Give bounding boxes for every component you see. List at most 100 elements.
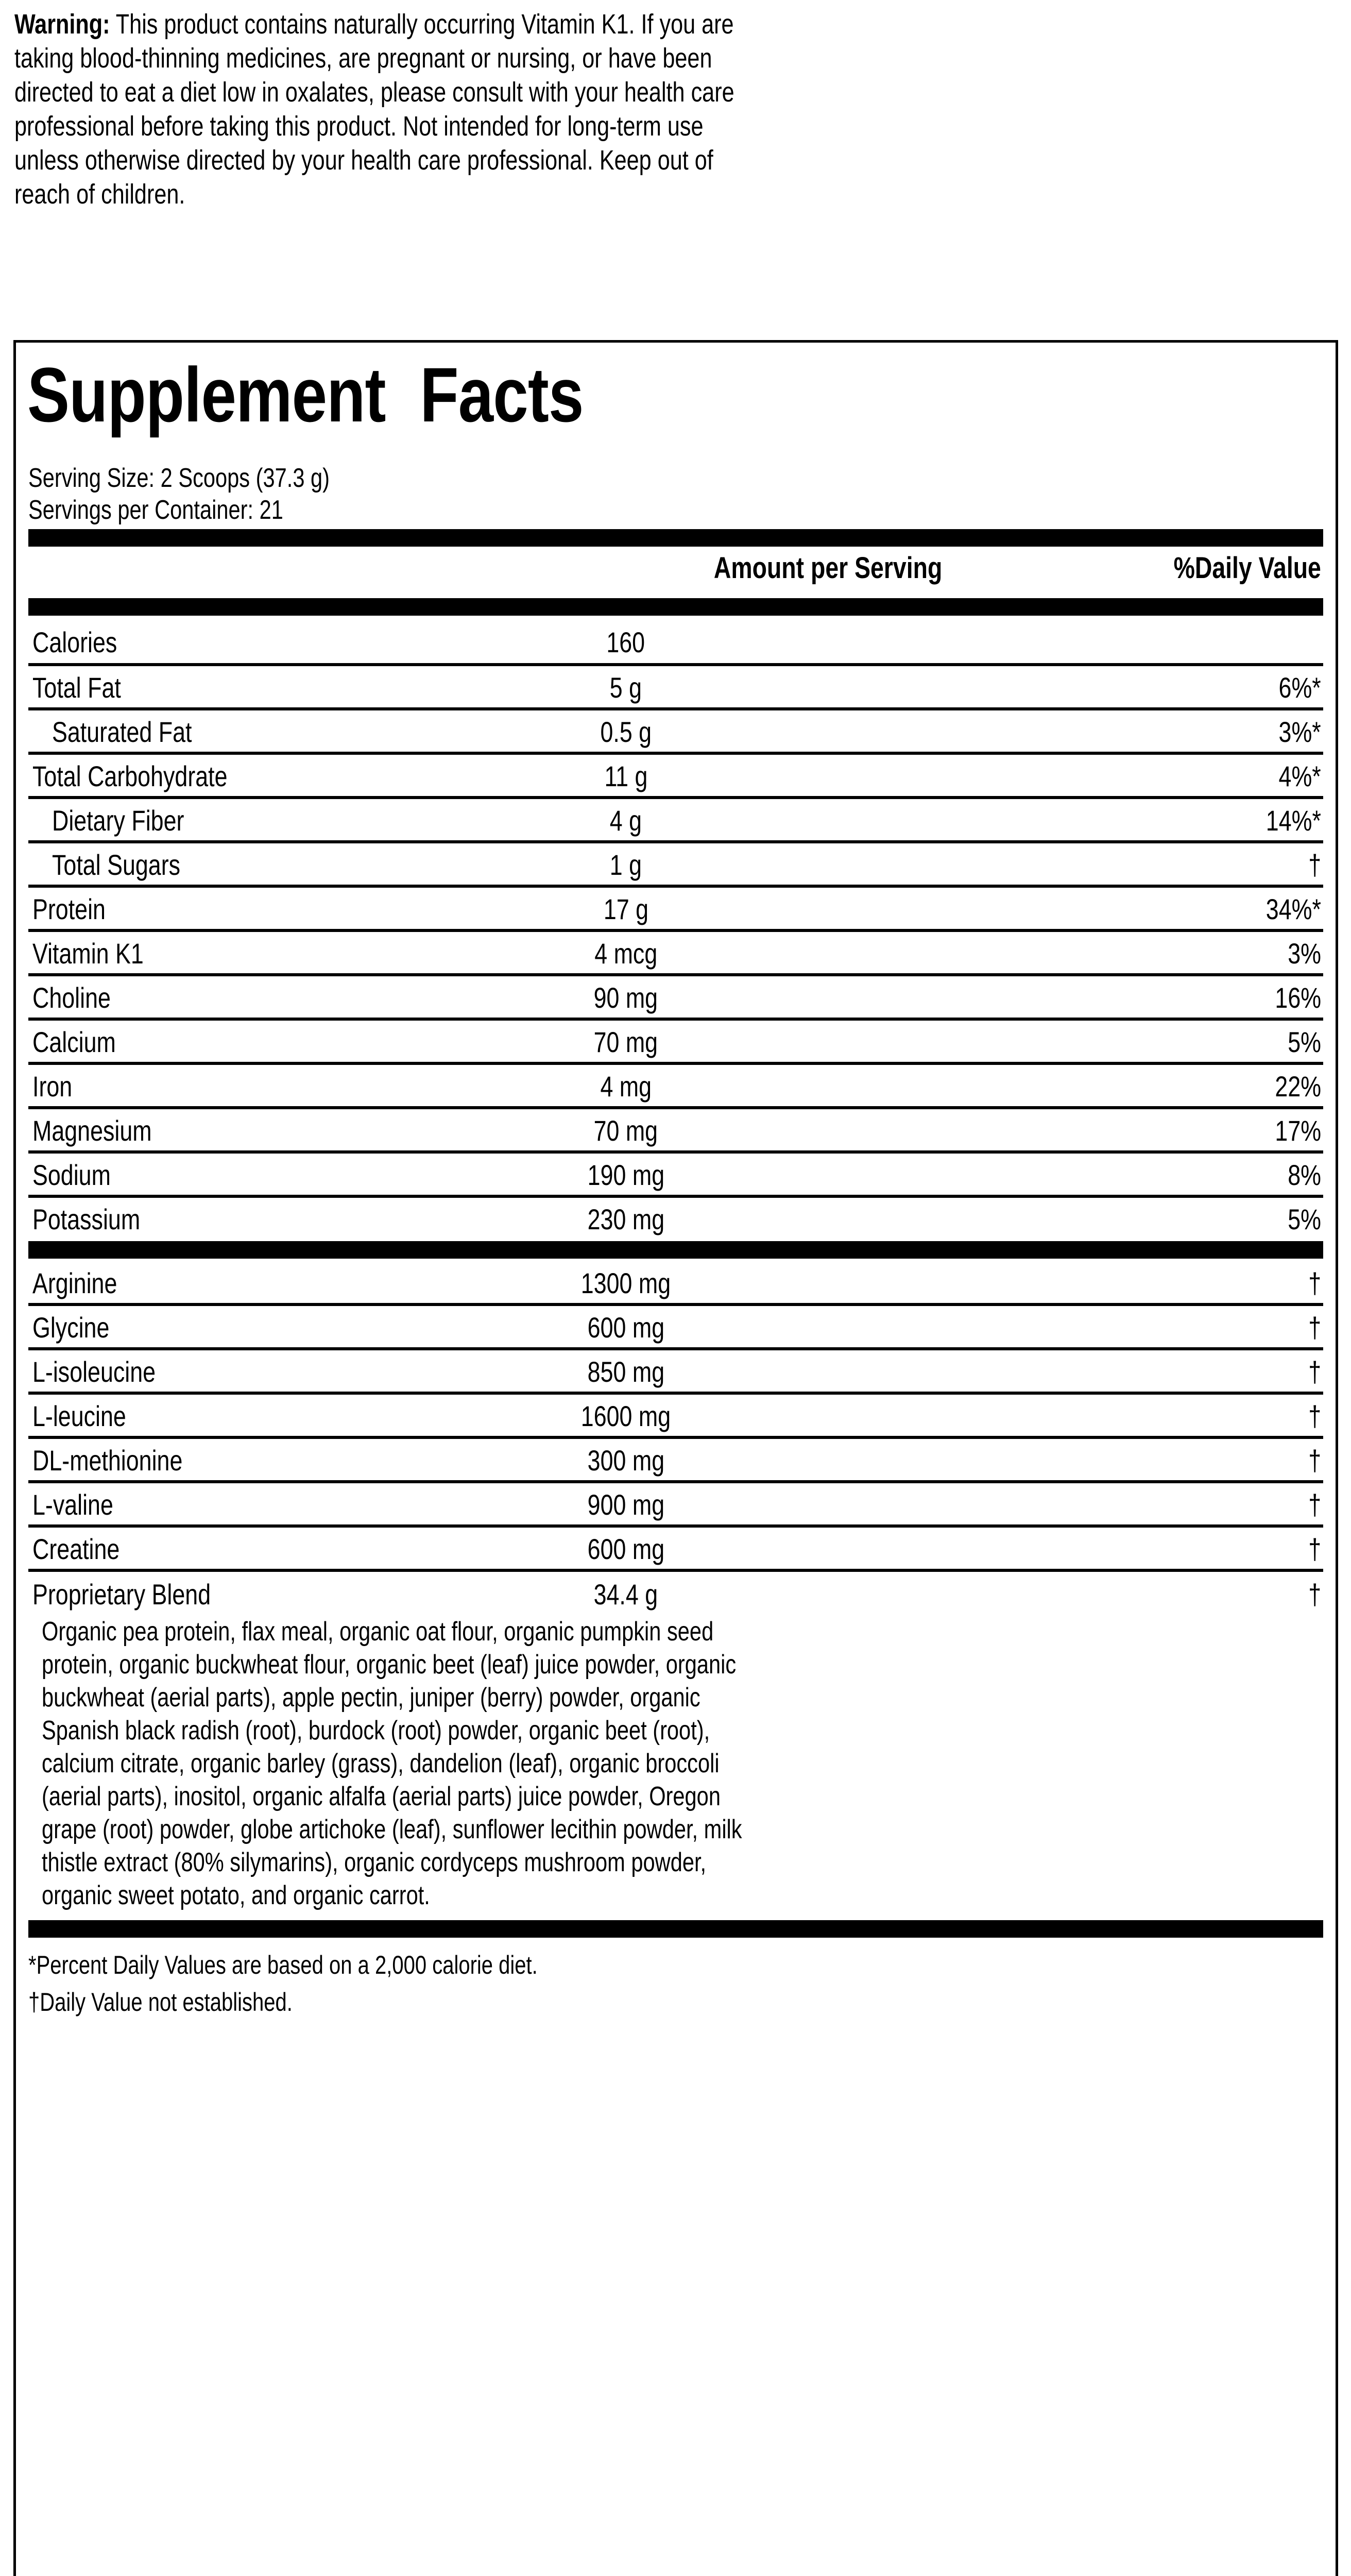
row-amount: 70 mg	[593, 1114, 658, 1147]
row-name: Potassium	[32, 1203, 141, 1235]
proprietary-blend-row: Proprietary Blend 34.4 g †	[28, 1577, 1323, 1612]
row-amount: 1 g	[609, 849, 642, 881]
table-row: Vitamin K1 4 mcg 3%	[28, 936, 1323, 971]
row-daily-value: †	[1308, 849, 1321, 881]
table-row: Sodium 190 mg 8%	[28, 1158, 1323, 1193]
warning-label: Warning:	[14, 9, 110, 40]
row-divider	[28, 929, 1323, 932]
row-divider	[28, 1347, 1323, 1350]
row-daily-value: †	[1308, 1400, 1321, 1432]
footnote-percent-dv: *Percent Daily Values are based on a 2,0…	[28, 1951, 538, 1979]
table-row: Choline 90 mg 16%	[28, 980, 1323, 1015]
row-amount: 1600 mg	[580, 1400, 671, 1432]
table-row: Calories 160	[28, 625, 1323, 660]
row-daily-value: 4%*	[1278, 760, 1321, 792]
row-daily-value: 8%	[1288, 1159, 1321, 1191]
row-divider	[28, 1106, 1323, 1109]
row-divider	[28, 1303, 1323, 1306]
row-amount: 4 g	[609, 804, 642, 837]
column-headers: Amount per Serving %Daily Value	[28, 548, 1323, 589]
header-daily-value: %Daily Value	[1173, 551, 1321, 585]
row-daily-value: 3%	[1288, 937, 1321, 970]
supplement-facts-panel: Supplement Facts Serving Size: 2 Scoops …	[13, 340, 1338, 2576]
footnote-dagger: †Daily Value not established.	[28, 1988, 293, 2016]
warning-line-text: unless otherwise directed by your health…	[14, 145, 713, 176]
warning-line: taking blood-thinning medicines, are pre…	[14, 41, 1333, 75]
row-divider	[28, 707, 1323, 710]
row-name: Calcium	[32, 1026, 116, 1058]
table-row: L-valine 900 mg †	[28, 1487, 1323, 1522]
row-divider	[28, 1018, 1323, 1021]
row-daily-value: †	[1308, 1311, 1321, 1344]
table-row: Total Carbohydrate 11 g 4%*	[28, 759, 1323, 794]
row-daily-value: †	[1308, 1355, 1321, 1388]
row-divider	[28, 1569, 1323, 1572]
serving-info: Serving Size: 2 Scoops (37.3 g) Servings…	[28, 462, 405, 526]
warning-line-text: directed to eat a diet low in oxalates, …	[14, 77, 734, 108]
row-name: L-leucine	[32, 1400, 126, 1432]
panel-title: Supplement Facts	[27, 356, 1325, 433]
row-amount: 300 mg	[587, 1444, 664, 1477]
table-row: DL-methionine 300 mg †	[28, 1443, 1323, 1478]
blend-line: organic sweet potato, and organic carrot…	[42, 1880, 430, 1910]
row-name: Dietary Fiber	[52, 804, 184, 837]
table-row: Iron 4 mg 22%	[28, 1069, 1323, 1104]
rule-thick-footnote	[28, 1920, 1323, 1938]
blend-line: Spanish black radish (root), burdock (ro…	[42, 1716, 710, 1745]
table-row: Magnesium 70 mg 17%	[28, 1113, 1323, 1148]
row-amount: 160	[606, 626, 645, 658]
rule-thick-headers	[28, 598, 1323, 616]
row-name: Arginine	[32, 1267, 117, 1299]
warning-line-text: reach of children.	[14, 179, 185, 210]
rule-thick-top	[28, 529, 1323, 547]
row-daily-value: 34%*	[1266, 893, 1321, 925]
blend-line: thistle extract (80% silymarins), organi…	[42, 1848, 707, 1877]
row-amount: 5 g	[609, 671, 642, 704]
row-divider	[28, 1524, 1323, 1528]
row-amount: 4 mcg	[594, 937, 657, 970]
table-row: Potassium 230 mg 5%	[28, 1202, 1323, 1237]
row-name: Vitamin K1	[32, 937, 144, 970]
row-name: DL-methionine	[32, 1444, 183, 1477]
row-amount: 1300 mg	[580, 1267, 671, 1299]
warning-line: professional before taking this product.…	[14, 109, 1333, 143]
blend-line: calcium citrate, organic barley (grass),…	[42, 1749, 720, 1778]
row-name: Protein	[32, 893, 106, 925]
row-amount: 90 mg	[593, 981, 658, 1014]
row-name: Saturated Fat	[52, 716, 192, 748]
row-amount: 34.4 g	[593, 1578, 658, 1611]
row-amount: 850 mg	[587, 1355, 664, 1388]
table-row: L-isoleucine 850 mg †	[28, 1354, 1323, 1389]
row-name: Glycine	[32, 1311, 110, 1344]
table-row: Dietary Fiber 4 g 14%*	[28, 803, 1323, 838]
row-name: Creatine	[32, 1533, 120, 1565]
row-amount: 17 g	[603, 893, 648, 925]
row-name: Calories	[32, 626, 117, 658]
blend-ingredient-list: Organic pea protein, flax meal, organic …	[42, 1615, 1288, 1912]
blend-line: protein, organic buckwheat flour, organi…	[42, 1650, 737, 1680]
blend-line: Organic pea protein, flax meal, organic …	[42, 1617, 714, 1647]
table-row: Arginine 1300 mg †	[28, 1266, 1323, 1301]
row-amount: 600 mg	[587, 1311, 664, 1344]
warning-line: Warning: This product contains naturally…	[14, 7, 1333, 41]
blend-line: buckwheat (aerial parts), apple pectin, …	[42, 1683, 700, 1713]
row-name: Sodium	[32, 1159, 111, 1191]
row-divider	[28, 885, 1323, 888]
row-daily-value: 6%*	[1278, 671, 1321, 704]
row-daily-value: 5%	[1288, 1203, 1321, 1235]
row-amount: 900 mg	[587, 1488, 664, 1521]
warning-line-text: This product contains naturally occurrin…	[110, 9, 734, 40]
blend-line: (aerial parts), inositol, organic alfalf…	[42, 1782, 721, 1811]
row-name: Proprietary Blend	[32, 1578, 211, 1611]
row-amount: 0.5 g	[600, 716, 652, 748]
table-row: Protein 17 g 34%*	[28, 892, 1323, 927]
row-daily-value: †	[1308, 1533, 1321, 1565]
row-daily-value: †	[1308, 1578, 1321, 1611]
row-divider	[28, 973, 1323, 976]
blend-line: grape (root) powder, globe artichoke (le…	[42, 1815, 742, 1844]
row-daily-value: †	[1308, 1267, 1321, 1299]
warning-line-text: professional before taking this product.…	[14, 111, 704, 142]
table-row: Saturated Fat 0.5 g 3%*	[28, 715, 1323, 750]
warning-line: directed to eat a diet low in oxalates, …	[14, 75, 1333, 109]
